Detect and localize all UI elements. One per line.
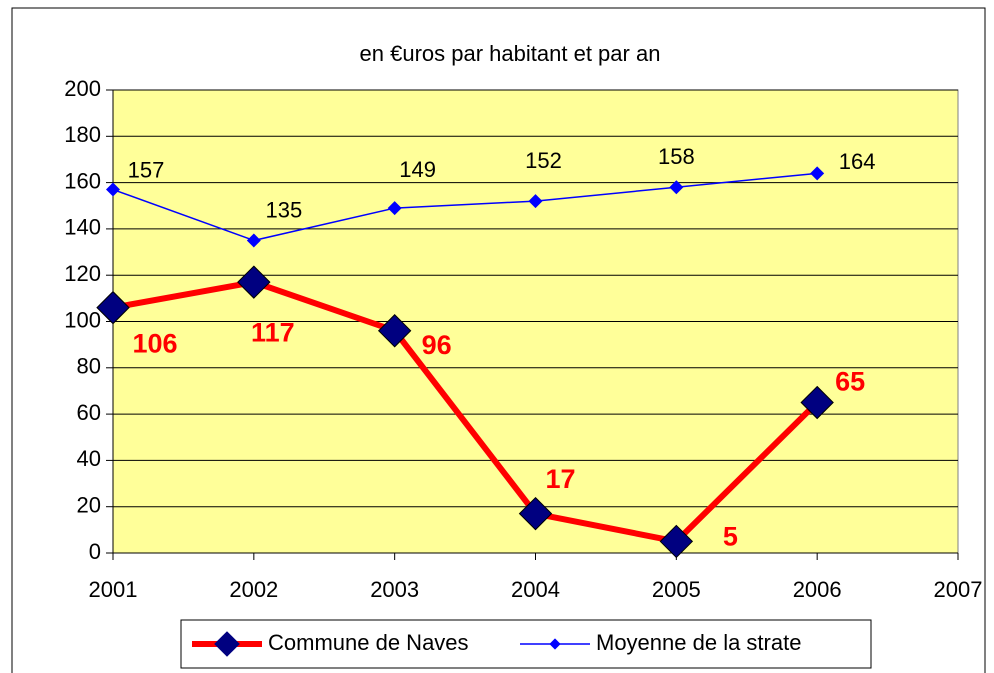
marker: [106, 182, 120, 197]
marker: [96, 290, 130, 325]
x-tick-label: 2004: [511, 577, 560, 602]
data-label: 164: [839, 149, 876, 174]
y-tick-label: 0: [89, 539, 101, 564]
data-label: 106: [132, 329, 177, 359]
x-tick-label: 2005: [652, 577, 701, 602]
marker: [246, 233, 261, 248]
y-tick-label: 40: [77, 446, 101, 471]
data-label: 96: [422, 330, 452, 360]
x-tick-label: 2002: [229, 577, 278, 602]
data-label: 5: [723, 522, 738, 552]
marker: [387, 201, 402, 216]
series-line: [112, 172, 818, 242]
marker: [518, 496, 553, 531]
legend-label: Commune de Naves: [268, 630, 469, 655]
legend-marker: [549, 638, 561, 650]
y-tick-label: 100: [64, 307, 101, 332]
y-tick-label: 80: [77, 354, 101, 379]
data-label: 149: [399, 157, 436, 182]
y-tick-label: 160: [64, 168, 101, 193]
data-label: 117: [251, 317, 295, 347]
legend-label: Moyenne de la strate: [596, 630, 801, 655]
y-tick-label: 140: [64, 215, 101, 240]
data-label: 152: [525, 148, 562, 173]
marker: [669, 180, 684, 195]
x-tick-label: 2007: [934, 577, 983, 602]
x-tick-label: 2006: [793, 577, 842, 602]
marker: [810, 166, 825, 181]
x-tick-label: 2003: [370, 577, 419, 602]
data-label: 65: [835, 367, 865, 397]
marker: [800, 385, 834, 420]
y-tick-label: 20: [77, 493, 101, 518]
y-tick-label: 200: [64, 76, 101, 101]
data-label: 157: [128, 157, 165, 182]
marker: [237, 265, 271, 299]
marker: [659, 524, 694, 559]
y-tick-label: 120: [64, 261, 101, 286]
legend-marker: [214, 631, 240, 657]
data-label: 158: [658, 144, 695, 169]
series-line: [112, 279, 820, 545]
y-tick-label: 180: [64, 122, 101, 147]
x-tick-label: 2001: [89, 577, 138, 602]
data-label: 17: [545, 464, 575, 494]
y-tick-label: 60: [77, 400, 101, 425]
chart-title: en €uros par habitant et par an: [360, 41, 661, 66]
marker: [528, 194, 543, 209]
data-label: 135: [265, 197, 302, 222]
marker: [377, 314, 412, 348]
